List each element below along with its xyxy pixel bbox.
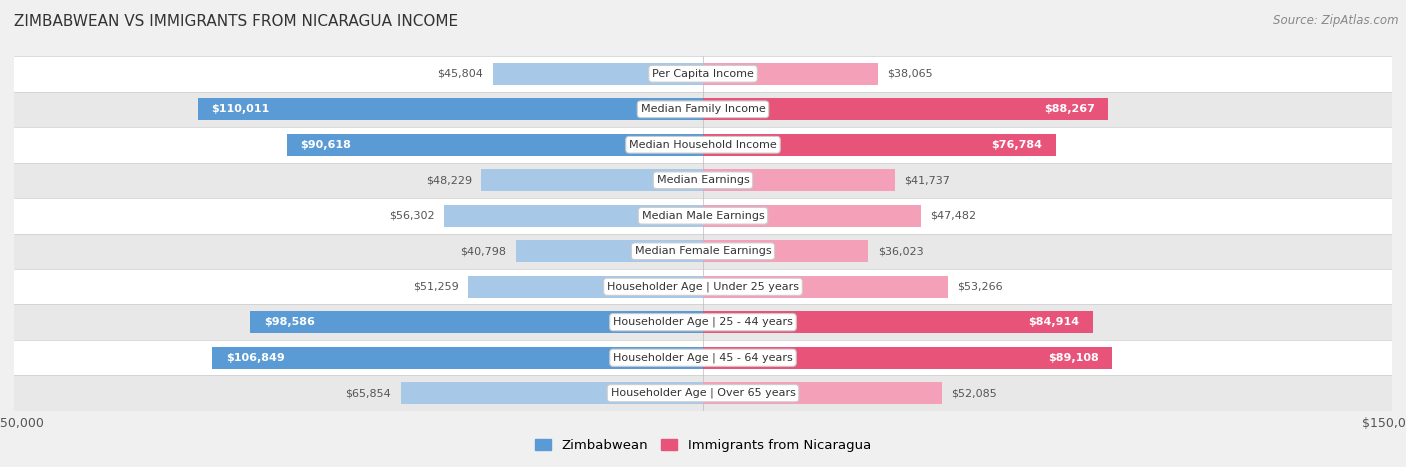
Bar — [703, 347, 1112, 369]
Text: $41,737: $41,737 — [904, 175, 950, 185]
Bar — [492, 63, 703, 85]
Text: $88,267: $88,267 — [1043, 104, 1095, 114]
FancyBboxPatch shape — [0, 198, 1406, 234]
FancyBboxPatch shape — [0, 234, 1406, 269]
Text: Median Family Income: Median Family Income — [641, 104, 765, 114]
Bar — [703, 98, 1108, 120]
Bar — [703, 276, 948, 298]
Text: ZIMBABWEAN VS IMMIGRANTS FROM NICARAGUA INCOME: ZIMBABWEAN VS IMMIGRANTS FROM NICARAGUA … — [14, 14, 458, 29]
Text: Source: ZipAtlas.com: Source: ZipAtlas.com — [1274, 14, 1399, 27]
Bar — [198, 98, 703, 120]
Bar — [444, 205, 703, 227]
Bar — [703, 240, 869, 262]
Bar — [703, 205, 921, 227]
Bar — [516, 240, 703, 262]
Text: $56,302: $56,302 — [389, 211, 436, 221]
Text: Householder Age | Over 65 years: Householder Age | Over 65 years — [610, 388, 796, 398]
Text: $65,854: $65,854 — [346, 388, 391, 398]
Text: $84,914: $84,914 — [1028, 317, 1080, 327]
Bar — [481, 169, 703, 191]
Text: $53,266: $53,266 — [957, 282, 1002, 292]
Text: $90,618: $90,618 — [301, 140, 352, 150]
Legend: Zimbabwean, Immigrants from Nicaragua: Zimbabwean, Immigrants from Nicaragua — [530, 434, 876, 458]
FancyBboxPatch shape — [0, 56, 1406, 92]
FancyBboxPatch shape — [0, 304, 1406, 340]
Bar — [212, 347, 703, 369]
Bar — [287, 134, 703, 156]
Text: $110,011: $110,011 — [211, 104, 270, 114]
Bar — [401, 382, 703, 404]
Text: $40,798: $40,798 — [460, 246, 506, 256]
Text: Median Female Earnings: Median Female Earnings — [634, 246, 772, 256]
Text: $36,023: $36,023 — [877, 246, 924, 256]
Bar — [703, 134, 1056, 156]
Text: Median Male Earnings: Median Male Earnings — [641, 211, 765, 221]
Bar — [703, 311, 1092, 333]
FancyBboxPatch shape — [0, 163, 1406, 198]
Bar — [468, 276, 703, 298]
FancyBboxPatch shape — [0, 92, 1406, 127]
FancyBboxPatch shape — [0, 375, 1406, 411]
Text: Householder Age | Under 25 years: Householder Age | Under 25 years — [607, 282, 799, 292]
Text: Median Earnings: Median Earnings — [657, 175, 749, 185]
Text: $52,085: $52,085 — [952, 388, 997, 398]
Text: $47,482: $47,482 — [931, 211, 976, 221]
Bar — [703, 63, 877, 85]
Text: Householder Age | 25 - 44 years: Householder Age | 25 - 44 years — [613, 317, 793, 327]
Text: $76,784: $76,784 — [991, 140, 1042, 150]
Text: $51,259: $51,259 — [412, 282, 458, 292]
Text: $98,586: $98,586 — [264, 317, 315, 327]
Text: $38,065: $38,065 — [887, 69, 932, 79]
Bar — [250, 311, 703, 333]
Bar — [703, 169, 894, 191]
Text: $48,229: $48,229 — [426, 175, 472, 185]
FancyBboxPatch shape — [0, 127, 1406, 163]
Text: Median Household Income: Median Household Income — [628, 140, 778, 150]
FancyBboxPatch shape — [0, 340, 1406, 375]
Text: $106,849: $106,849 — [226, 353, 285, 363]
Bar — [703, 382, 942, 404]
FancyBboxPatch shape — [0, 269, 1406, 304]
Text: Householder Age | 45 - 64 years: Householder Age | 45 - 64 years — [613, 353, 793, 363]
Text: Per Capita Income: Per Capita Income — [652, 69, 754, 79]
Text: $45,804: $45,804 — [437, 69, 484, 79]
Text: $89,108: $89,108 — [1047, 353, 1098, 363]
